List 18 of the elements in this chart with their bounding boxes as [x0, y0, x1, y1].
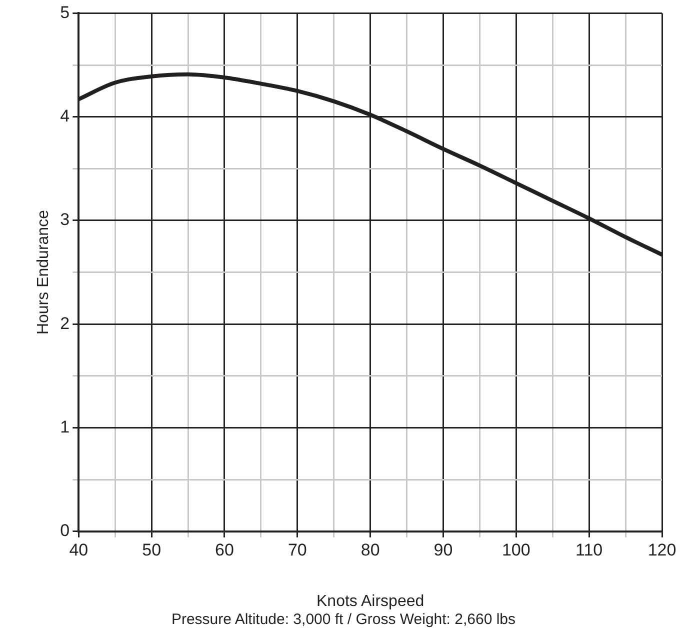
x-axis-title: Knots Airspeed: [316, 592, 424, 610]
y-tick-label: 2: [60, 314, 70, 333]
y-tick-label: 3: [60, 210, 70, 230]
y-tick-label: 0: [60, 521, 70, 540]
y-axis-title: Hours Endurance: [35, 210, 52, 335]
y-tick-label: 4: [60, 106, 70, 126]
x-tick-label: 80: [360, 540, 380, 560]
y-tick-label: 1: [60, 417, 70, 436]
y-tick-label: 5: [60, 2, 70, 22]
x-tick-label: 60: [215, 540, 234, 560]
x-tick-label: 100: [502, 540, 530, 560]
x-tick-label: 120: [648, 540, 676, 560]
x-tick-label: 50: [142, 540, 162, 560]
x-tick-label: 90: [434, 540, 453, 560]
x-tick-label: 110: [576, 540, 603, 560]
x-tick-label: 70: [288, 540, 307, 560]
text: Pressure Altitude: 3,000 ft / Gross Weight: 2,660 lbs: [170, 611, 517, 628]
x-tick-label: 40: [69, 540, 88, 560]
